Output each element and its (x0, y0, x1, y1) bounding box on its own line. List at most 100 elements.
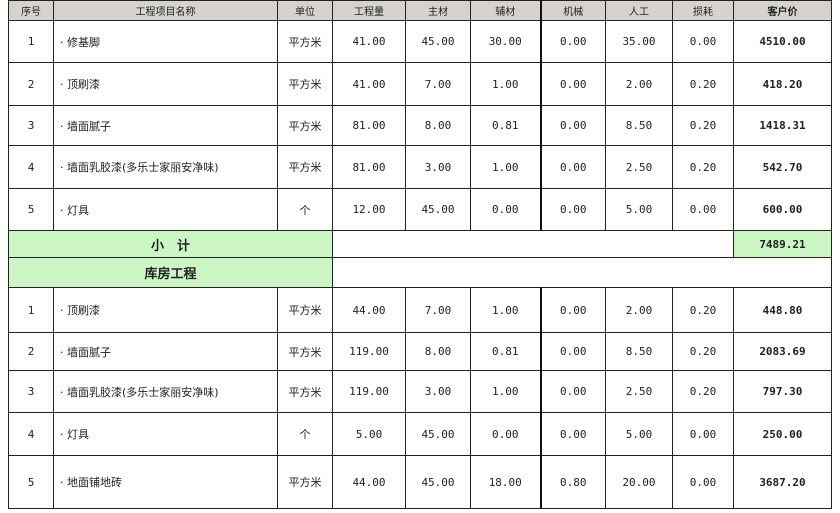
cell-quantity: 41.00 (332, 20, 406, 63)
table-row: 4 · 墙面乳胶漆(多乐士家丽安净味) 平方米 81.00 3.00 1.00 0.00 2.… (8, 145, 832, 189)
cell-loss: 0.20 (672, 62, 734, 106)
cell-customer-price: 4510.00 (733, 20, 832, 63)
cell-quantity: 41.00 (332, 62, 406, 106)
cell-labor: 35.00 (605, 20, 673, 63)
cell-main-material: 45.00 (405, 455, 471, 509)
cell-item-name: · 修基脚 (53, 20, 278, 63)
cell-labor: 2.50 (605, 370, 673, 413)
cell-main-material: 7.00 (405, 62, 471, 106)
cell-index: 2 (8, 332, 54, 371)
cell-index: 1 (8, 287, 54, 333)
cell-unit: 个 (277, 412, 333, 456)
cell-customer-price: 542.70 (733, 145, 832, 189)
cell-loss: 0.20 (672, 287, 734, 333)
cell-quantity: 12.00 (332, 188, 406, 231)
cell-quantity: 119.00 (332, 370, 406, 413)
cell-item-name: · 顶刷漆 (53, 62, 278, 106)
cell-unit: 平方米 (277, 455, 333, 509)
cell-customer-price: 448.80 (733, 287, 832, 333)
cell-labor: 5.00 (605, 188, 673, 231)
header-machinery: 机械 (539, 0, 606, 21)
cell-customer-price: 600.00 (733, 188, 832, 231)
cell-customer-price: 797.30 (733, 370, 832, 413)
cell-unit: 平方米 (277, 332, 333, 371)
cell-item-name: · 灯具 (53, 188, 278, 231)
cell-machinery: 0.00 (539, 145, 606, 189)
cell-index: 3 (8, 105, 54, 146)
cell-loss: 0.20 (672, 370, 734, 413)
cell-unit: 平方米 (277, 145, 333, 189)
table-row: 1 · 顶刷漆 平方米 44.00 7.00 1.00 0.00 2.00 0.20 448.80 (8, 287, 832, 333)
cell-aux-material: 1.00 (470, 145, 541, 189)
cell-main-material: 45.00 (405, 188, 471, 231)
table-row: 4 · 灯具个 5.00 45.00 0.00 0.00 5.00 0.00 250.00 (8, 412, 832, 456)
cell-labor: 2.00 (605, 287, 673, 333)
cell-item-name: · 墙面腻子 (53, 105, 278, 146)
cell-item-name: · 墙面腻子 (53, 332, 278, 371)
cell-customer-price: 2083.69 (733, 332, 832, 371)
cell-machinery: 0.80 (539, 455, 606, 509)
cell-unit: 平方米 (277, 287, 333, 333)
cell-aux-material: 1.00 (470, 62, 541, 106)
header-labor: 人工 (605, 0, 673, 21)
header-unit: 单位 (277, 0, 333, 21)
section-title: 库房工程 (8, 257, 333, 288)
cell-labor: 8.50 (605, 105, 673, 146)
cell-unit: 平方米 (277, 105, 333, 146)
cell-index: 5 (8, 455, 54, 509)
cell-index: 3 (8, 370, 54, 413)
cell-main-material: 45.00 (405, 412, 471, 456)
cell-machinery: 0.00 (539, 20, 606, 63)
subtotal-value: 7489.21 (733, 230, 832, 258)
table-row: 5 · 灯具个 12.00 45.00 0.00 0.00 5.00 0.00 600.00 (8, 188, 832, 231)
cell-main-material: 7.00 (405, 287, 471, 333)
cell-labor: 2.50 (605, 145, 673, 189)
table-row: 2 · 顶刷漆 平方米 41.00 7.00 1.00 0.00 2.00 0.20 418.20 (8, 62, 832, 106)
cell-customer-price: 1418.31 (733, 105, 832, 146)
cell-aux-material: 18.00 (470, 455, 541, 509)
cell-loss: 0.00 (672, 20, 734, 63)
cell-index: 4 (8, 145, 54, 189)
cell-quantity: 81.00 (332, 105, 406, 146)
cell-index: 1 (8, 20, 54, 63)
cell-aux-material: 0.00 (470, 188, 541, 231)
cell-aux-material: 0.81 (470, 105, 541, 146)
header-quantity: 工程量 (332, 0, 406, 21)
table-row: 1 · 修基脚 平方米 41.00 45.00 30.00 0.00 35.00 0.00 451… (8, 20, 832, 63)
cell-index: 4 (8, 412, 54, 456)
subtotal-row: 小 计 7489.21 (8, 230, 832, 258)
cell-customer-price: 418.20 (733, 62, 832, 106)
cell-item-name: · 顶刷漆 (53, 287, 278, 333)
cell-machinery: 0.00 (539, 62, 606, 106)
cell-quantity: 5.00 (332, 412, 406, 456)
cell-labor: 5.00 (605, 412, 673, 456)
cell-unit: 平方米 (277, 370, 333, 413)
cell-item-name: · 墙面乳胶漆(多乐士家丽安净味) (53, 370, 278, 413)
table-row: 2 · 墙面腻子 平方米 119.00 8.00 0.81 0.00 8.50 0.20 2083… (8, 332, 832, 371)
cell-main-material: 3.00 (405, 370, 471, 413)
subtotal-label: 小 计 (8, 230, 333, 258)
cell-unit: 个 (277, 188, 333, 231)
subtotal-empty (332, 230, 734, 258)
cell-labor: 20.00 (605, 455, 673, 509)
header-aux-material: 辅材 (470, 0, 541, 21)
header-row: 序号 工程项目名称 单位 工程量 主材 辅材 机械 人工 损耗 客户价 (8, 0, 832, 21)
cell-machinery: 0.00 (539, 412, 606, 456)
cell-main-material: 3.00 (405, 145, 471, 189)
cell-unit: 平方米 (277, 20, 333, 63)
header-loss: 损耗 (672, 0, 734, 21)
cell-loss: 0.20 (672, 332, 734, 371)
cell-aux-material: 0.81 (470, 332, 541, 371)
cell-aux-material: 1.00 (470, 370, 541, 413)
table-row: 3 · 墙面腻子 平方米 81.00 8.00 0.81 0.00 8.50 0.20 1418.… (8, 105, 832, 146)
cell-index: 2 (8, 62, 54, 106)
cell-quantity: 119.00 (332, 332, 406, 371)
cell-loss: 0.20 (672, 145, 734, 189)
cell-unit: 平方米 (277, 62, 333, 106)
header-index: 序号 (8, 0, 54, 21)
cell-customer-price: 3687.20 (733, 455, 832, 509)
section-title-row: 库房工程 (8, 257, 832, 288)
cell-loss: 0.00 (672, 188, 734, 231)
header-main-material: 主材 (405, 0, 471, 21)
header-customer-price: 客户价 (733, 0, 832, 21)
